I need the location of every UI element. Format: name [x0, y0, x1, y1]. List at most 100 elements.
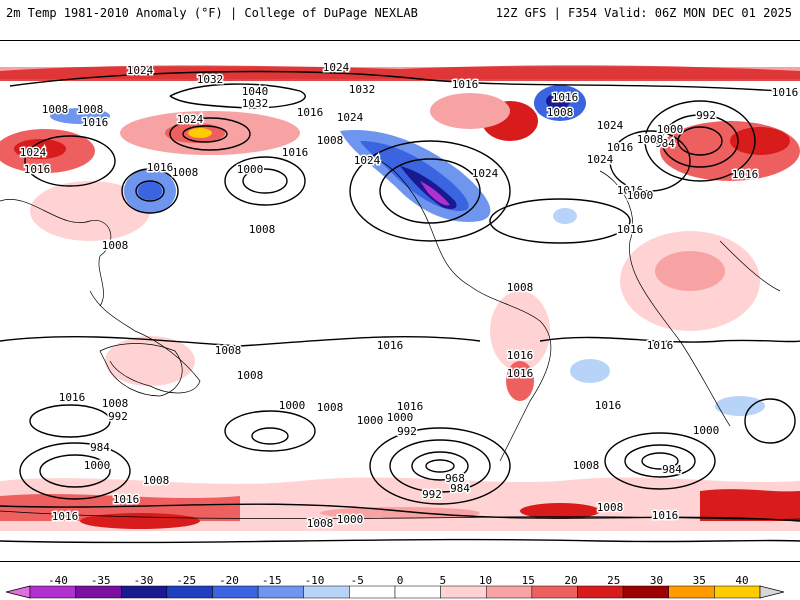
isobar-label: 1016: [147, 161, 174, 174]
colorbar-segment: [394, 585, 441, 599]
isobar-label: 1008: [172, 166, 199, 179]
isobar-label: 984: [90, 441, 110, 454]
isobar-label: 1008: [102, 239, 129, 252]
isobar-label: 1016: [647, 339, 674, 352]
colorbar-segment: [75, 585, 122, 599]
colorbar-segment: [577, 585, 624, 599]
isobar-label: 1016: [452, 78, 479, 91]
isobar-label: 1008: [507, 281, 534, 294]
isobar-label: 1024: [587, 153, 614, 166]
colorbar-labels: -40 -35 -30 -25 -20 -15 -10 -5 0 5 10 15 20 25 30 35 40: [0, 574, 800, 587]
isobar-label: 1024: [337, 111, 364, 124]
cold-anomaly: [715, 396, 765, 416]
colorbar-segment: [714, 585, 761, 599]
warm-anomaly: [730, 127, 790, 155]
isobar-label: 1016: [595, 399, 622, 412]
world-map: 1024102410321040103210161008101610241024…: [0, 40, 800, 562]
isobar-label: 1016: [732, 168, 759, 181]
colorbar-segment: [440, 585, 487, 599]
colorbar-tick-label: 20: [564, 574, 578, 587]
isobar-label: 1016: [507, 349, 534, 362]
colorbar-tick-label: 25: [607, 574, 621, 587]
colorbar-tick-label: -20: [219, 574, 239, 587]
isobar-label: 984: [662, 463, 682, 476]
isobar-label: 1000: [387, 411, 414, 424]
isobar-label: 992: [108, 410, 128, 423]
isobar-label: 1032: [349, 83, 376, 96]
isobar-label: 1008: [42, 103, 69, 116]
isobar-label: 1008: [102, 397, 129, 410]
isobar-label: 1024: [20, 146, 47, 159]
colorbar-segment: [121, 585, 168, 599]
colorbar-segment: [166, 585, 213, 599]
isobar-labels: 1024102410321040103210161008101610241024…: [18, 60, 800, 532]
coastlines: [0, 160, 800, 520]
isobar-label: 1008: [237, 369, 264, 382]
isobar-label: 1016: [652, 509, 679, 522]
anomaly-shading: [0, 65, 800, 531]
isobar-label: 968: [445, 472, 465, 485]
colorbar-tick-label: -30: [133, 574, 154, 587]
cold-anomaly: [570, 359, 610, 383]
cold-anomaly: [546, 93, 570, 109]
isobar-label: 1000: [357, 414, 384, 427]
isobar-label: 1032: [242, 97, 269, 110]
isobar-label: 1008: [637, 133, 664, 146]
isobar-label: 1024: [597, 119, 624, 132]
isobar-label: 1016: [297, 106, 324, 119]
colorbar-tick-label: -40: [48, 574, 68, 587]
colorbar-segment: [29, 585, 76, 599]
isobar-label: 1016: [377, 339, 404, 352]
warm-anomaly: [188, 128, 212, 138]
colorbar-segment: [5, 585, 31, 599]
warm-anomaly: [700, 489, 800, 521]
isobar-label: 1016: [772, 86, 799, 99]
colorbar-tick-label: 15: [521, 574, 535, 587]
isobar-label: 1000: [657, 123, 684, 136]
cold-anomaly: [138, 182, 162, 200]
colorbar-tick-label: -25: [176, 574, 197, 587]
warm-anomaly: [520, 503, 600, 519]
warm-anomaly-band: [0, 65, 800, 81]
colorbar-segment: [257, 585, 304, 599]
cold-anomaly: [420, 181, 450, 206]
colorbar-tick-label: 5: [439, 574, 447, 587]
isobar-label: 1024: [354, 154, 381, 167]
colorbar-tick-label: -35: [90, 574, 111, 587]
isobar-label: 1008: [143, 474, 170, 487]
isobar-label: 1040: [242, 85, 269, 98]
isobar-label: 1008: [317, 401, 344, 414]
warm-anomaly: [655, 251, 725, 291]
colorbar-segment: [668, 585, 715, 599]
isobar-label: 1008: [77, 103, 104, 116]
isobar-label: 1016: [397, 400, 424, 413]
isobar-label: 1000: [279, 399, 306, 412]
isobar-label: 1008: [547, 106, 574, 119]
colorbar-tick-label: 10: [478, 574, 493, 587]
isobar-label: 1016: [617, 184, 644, 197]
colorbar-tick-label: -15: [261, 574, 282, 587]
isobar-label: 1024: [177, 113, 204, 126]
isobar-label: 1024: [472, 167, 499, 180]
isobar-label: 1016: [24, 163, 51, 176]
isobar-label: 1008: [249, 223, 276, 236]
colorbar-tick-label: -5: [350, 574, 364, 587]
temperature-colorbar: [5, 585, 785, 599]
isobar-label: 1016: [282, 146, 309, 159]
colorbar-tick-label: 0: [396, 574, 404, 587]
isobar-label: 1016: [113, 493, 140, 506]
model-run-info: 12Z GFS | F354 Valid: 06Z MON DEC 01 202…: [495, 6, 792, 20]
warm-anomaly: [320, 507, 480, 519]
colorbar-tick-label: 40: [735, 574, 749, 587]
isobar-label: 1016: [52, 510, 79, 523]
cold-anomaly: [50, 108, 110, 124]
isobar-label: 984: [655, 137, 675, 150]
warm-anomaly: [506, 361, 534, 401]
colorbar-tick-label: 35: [692, 574, 706, 587]
isobar-label: 1032: [197, 73, 224, 86]
map-title: 2m Temp 1981-2010 Anomaly (°F) | College…: [6, 6, 418, 20]
isobar-contours: [0, 70, 800, 544]
isobar-label: 1024: [323, 61, 350, 74]
colorbar-segment: [622, 585, 669, 599]
colorbar-segment: [759, 585, 785, 599]
